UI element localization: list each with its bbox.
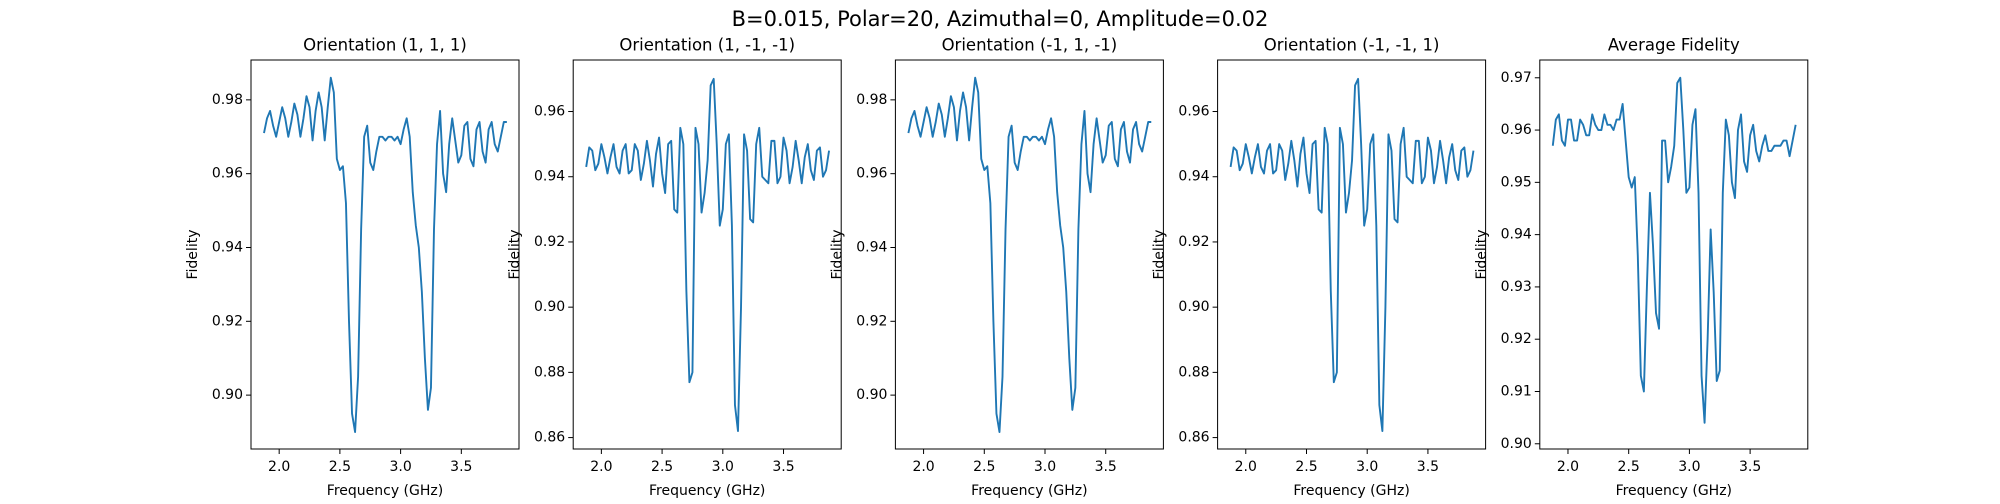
x-tick-label: 2.0 xyxy=(912,459,934,475)
y-axis-label: Fidelity xyxy=(1152,230,1168,280)
data-line xyxy=(907,76,1152,433)
subplot-title: Orientation (1, 1, 1) xyxy=(303,36,467,55)
x-axis-label: Frequency (GHz) xyxy=(1616,483,1732,499)
y-tick-label: 0.93 xyxy=(1501,279,1532,295)
y-tick-label: 0.88 xyxy=(534,364,565,380)
y-tick-label: 0.90 xyxy=(1501,436,1532,452)
axes-frame xyxy=(894,59,1164,450)
x-tick-label: 2.5 xyxy=(329,459,351,475)
x-tick-label: 2.5 xyxy=(1295,459,1317,475)
y-axis-label: Fidelity xyxy=(185,230,201,280)
subplot: Average Fidelity Frequency (GHz) Fidelity 2… xyxy=(1474,36,1809,499)
x-tick-label: 3.0 xyxy=(1034,459,1056,475)
axes-frame xyxy=(572,59,842,450)
y-tick-label: 0.86 xyxy=(534,430,565,446)
y-tick-label: 0.95 xyxy=(1501,174,1532,190)
data-line xyxy=(585,77,830,433)
data-line xyxy=(263,76,507,433)
axes-frame xyxy=(1217,59,1487,450)
x-tick-label: 3.5 xyxy=(1095,459,1117,475)
y-tick-label: 0.92 xyxy=(1501,331,1532,347)
y-tick-label: 0.98 xyxy=(856,92,887,108)
x-tick-label: 3.5 xyxy=(772,459,794,475)
y-tick-label: 0.98 xyxy=(212,92,243,108)
y-axis-label: Fidelity xyxy=(1474,230,1490,280)
y-tick-label: 0.96 xyxy=(1178,104,1209,120)
subplot: Orientation (-1, 1, -1) Frequency (GHz) Fi… xyxy=(829,36,1164,499)
figure-title: B=0.015, Polar=20, Azimuthal=0, Amplitud… xyxy=(732,7,1269,31)
y-tick-label: 0.90 xyxy=(534,299,565,315)
subplot: Orientation (1, -1, -1) Frequency (GHz) Fi… xyxy=(507,36,842,499)
x-tick-label: 3.0 xyxy=(1678,459,1700,475)
x-tick-label: 3.0 xyxy=(712,459,734,475)
x-tick-label: 2.5 xyxy=(651,459,673,475)
y-tick-label: 0.96 xyxy=(1501,122,1532,138)
y-tick-label: 0.86 xyxy=(1178,430,1209,446)
x-tick-label: 3.5 xyxy=(1417,459,1439,475)
x-tick-label: 3.0 xyxy=(1356,459,1378,475)
subplot-title: Orientation (-1, 1, -1) xyxy=(942,36,1118,55)
y-tick-label: 0.94 xyxy=(534,169,565,185)
y-tick-label: 0.88 xyxy=(1178,364,1209,380)
y-tick-label: 0.90 xyxy=(856,387,887,403)
y-tick-label: 0.94 xyxy=(856,239,887,255)
y-tick-label: 0.94 xyxy=(1178,169,1209,185)
y-tick-label: 0.94 xyxy=(212,239,243,255)
subplot: Orientation (-1, -1, 1) Frequency (GHz) Fi… xyxy=(1152,36,1487,499)
data-line xyxy=(1551,76,1797,424)
y-axis-label: Fidelity xyxy=(829,230,845,280)
y-tick-label: 0.91 xyxy=(1501,383,1532,399)
y-tick-label: 0.92 xyxy=(212,313,243,329)
y-tick-label: 0.96 xyxy=(212,166,243,182)
x-axis-label: Frequency (GHz) xyxy=(327,483,443,499)
x-tick-label: 3.0 xyxy=(389,459,411,475)
y-tick-label: 0.97 xyxy=(1501,70,1532,86)
y-tick-label: 0.96 xyxy=(856,166,887,182)
subplot-title: Orientation (-1, -1, 1) xyxy=(1264,36,1440,55)
x-tick-label: 2.0 xyxy=(268,459,290,475)
y-tick-label: 0.96 xyxy=(534,104,565,120)
x-tick-label: 2.5 xyxy=(973,459,995,475)
x-axis-label: Frequency (GHz) xyxy=(649,483,765,499)
y-axis-label: Fidelity xyxy=(507,230,523,280)
x-tick-label: 2.0 xyxy=(1557,459,1579,475)
y-tick-label: 0.90 xyxy=(212,387,243,403)
x-axis-label: Frequency (GHz) xyxy=(971,483,1087,499)
y-tick-label: 0.92 xyxy=(534,234,565,250)
data-line xyxy=(1229,77,1475,433)
y-tick-label: 0.92 xyxy=(856,313,887,329)
x-tick-label: 2.0 xyxy=(1235,459,1257,475)
subplot: Orientation (1, 1, 1) Frequency (GHz) Fide… xyxy=(185,36,520,499)
x-tick-label: 3.5 xyxy=(1739,459,1761,475)
y-tick-label: 0.92 xyxy=(1178,234,1209,250)
x-tick-label: 2.5 xyxy=(1618,459,1640,475)
x-tick-label: 3.5 xyxy=(450,459,472,475)
axes-frame xyxy=(1539,59,1809,450)
axes-frame xyxy=(250,59,520,450)
x-axis-label: Frequency (GHz) xyxy=(1293,483,1409,499)
y-tick-label: 0.94 xyxy=(1501,227,1532,243)
subplot-title: Orientation (1, -1, -1) xyxy=(619,36,795,55)
y-tick-label: 0.90 xyxy=(1178,299,1209,315)
x-tick-label: 2.0 xyxy=(590,459,612,475)
subplot-title: Average Fidelity xyxy=(1608,36,1740,55)
